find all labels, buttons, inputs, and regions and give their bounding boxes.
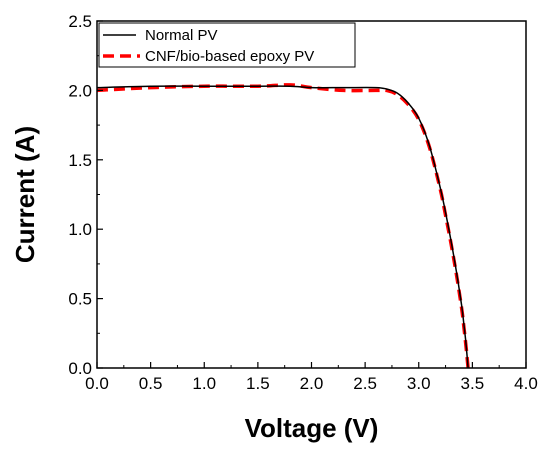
x-tick-label: 3.5 — [461, 374, 485, 393]
x-tick-label: 1.5 — [246, 374, 270, 393]
legend: Normal PV CNF/bio-based epoxy PV — [98, 22, 356, 68]
legend-label: CNF/bio-based epoxy PV — [145, 48, 314, 65]
x-axis-title: Voltage (V) — [245, 413, 379, 443]
axis-ticks: 0.0 0.5 1.0 1.5 2.0 2.5 3.0 3.5 4.0 0.0 0.5 1.0 1.5 2… — [68, 12, 537, 393]
x-tick-label: 3.0 — [407, 374, 431, 393]
y-tick-label: 1.5 — [68, 151, 92, 170]
x-tick-label: 1.0 — [192, 374, 216, 393]
series-line-normal-pv — [96, 85, 469, 369]
y-tick-label: 0.0 — [68, 359, 92, 378]
y-tick-label: 2.5 — [68, 12, 92, 31]
x-tick-label: 0.5 — [139, 374, 163, 393]
plot-curves — [96, 83, 470, 369]
x-tick-label: 2.5 — [353, 374, 377, 393]
legend-box — [98, 22, 356, 68]
x-tick-label: 4.0 — [514, 374, 538, 393]
y-tick-label: 0.5 — [68, 290, 92, 309]
y-tick-label: 1.0 — [68, 220, 92, 239]
y-tick-label: 2.0 — [68, 81, 92, 100]
legend-label: Normal PV — [145, 27, 218, 44]
y-axis-title: Current (A) — [10, 126, 40, 263]
x-tick-label: 2.0 — [300, 374, 324, 393]
x-tick-label: 0.0 — [85, 374, 109, 393]
